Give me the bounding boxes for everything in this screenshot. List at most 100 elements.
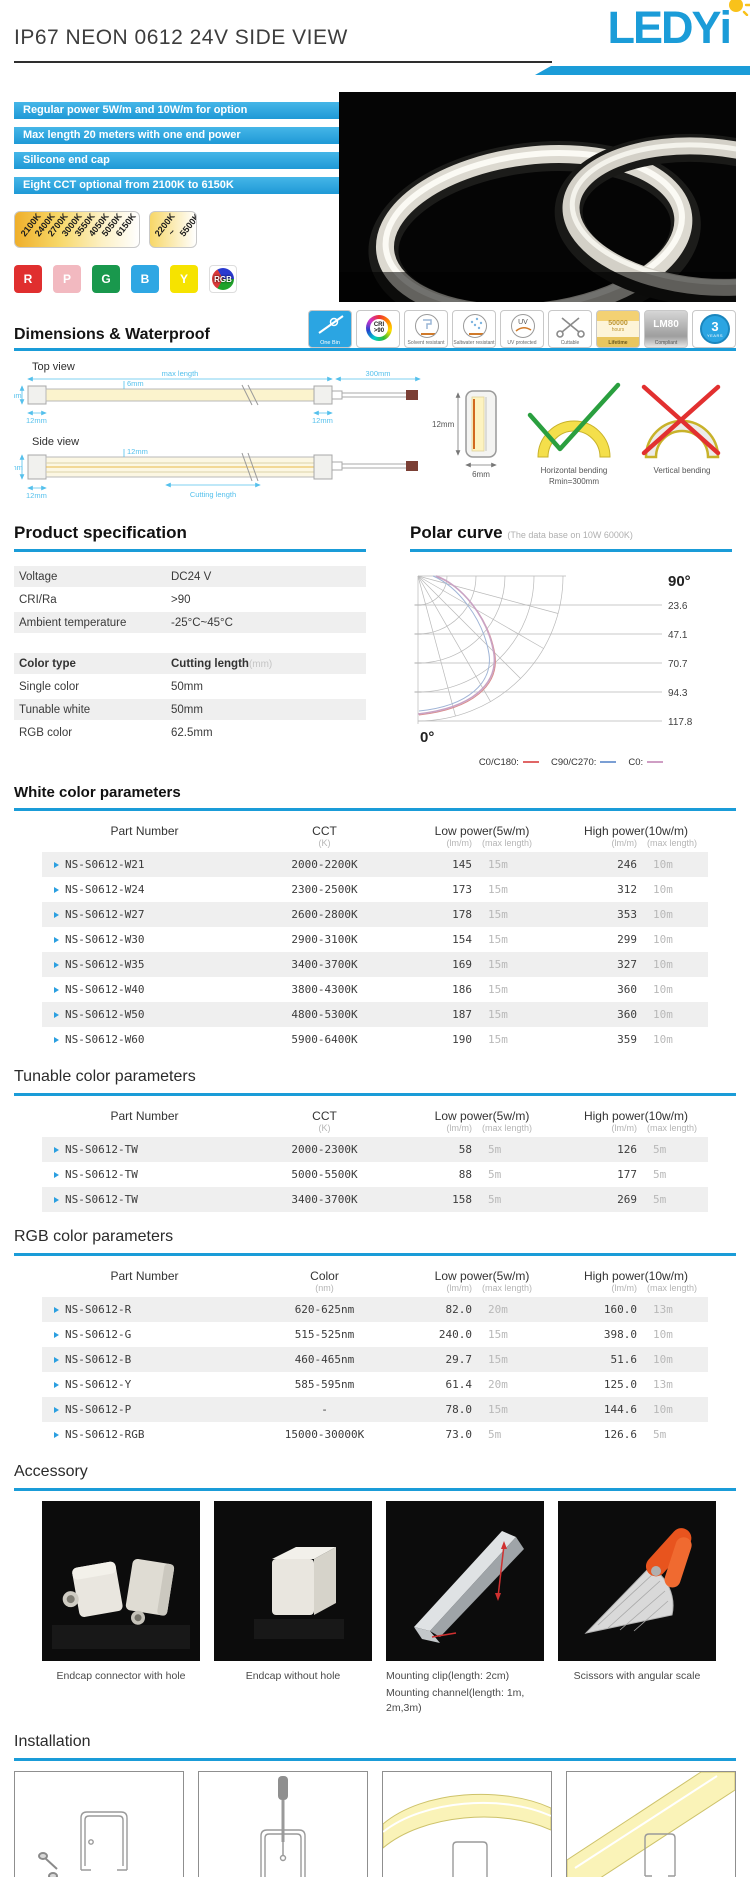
logo-letter-i: i: [719, 2, 731, 53]
logo-swoosh: [535, 66, 750, 75]
rgb-table-heading: RGB color parameters: [14, 1228, 174, 1245]
svg-text:90°: 90°: [668, 573, 691, 590]
svg-text:Cutting length: Cutting length: [190, 490, 236, 499]
table-row: NS-S0612-W30 2900-3100K 154 15m 299 10m: [42, 927, 708, 952]
table-row: NS-S0612-W21 2000-2200K 145 15m 246 10m: [42, 852, 708, 877]
spec-cutting-header: Color type Cutting length(mm): [14, 653, 366, 674]
triangle-icon: [54, 1306, 59, 1313]
accessory-section: Accessory Endcap connector with hole: [14, 1463, 736, 1717]
accessory-caption: Endcap without hole: [245, 1670, 341, 1682]
sun-icon: [729, 0, 750, 16]
cct-label: 5500K: [177, 211, 197, 238]
accessory-caption: Endcap connector with hole: [56, 1670, 186, 1682]
endcap-photo: [214, 1501, 372, 1661]
table-row: NS-S0612-W35 3400-3700K 169 15m 327 10m: [42, 952, 708, 977]
spec-row: RGB color 62.5mm: [19, 726, 213, 739]
svg-text:12mm: 12mm: [26, 491, 47, 500]
svg-text:117.8: 117.8: [668, 717, 693, 728]
svg-text:Side view: Side view: [32, 436, 79, 448]
svg-text:Top view: Top view: [32, 361, 75, 373]
white-divider: [14, 808, 736, 811]
swatch-pink: P: [53, 265, 81, 293]
svg-text:70.7: 70.7: [668, 659, 688, 670]
accessory-item: Endcap connector with hole: [42, 1501, 200, 1717]
scissors-photo: [558, 1501, 716, 1661]
triangle-icon: [54, 1171, 59, 1178]
feature-bar: Regular power 5W/m and 10W/m for option: [14, 102, 339, 119]
table-row: NS-S0612-R 620-625nm 82.0 20m 160.0 13m: [42, 1297, 708, 1322]
svg-text:47.1: 47.1: [668, 630, 688, 641]
svg-text:6mm: 6mm: [127, 379, 144, 388]
svg-text:8mm: 8mm: [14, 391, 22, 400]
product-spec-section: Product specification Voltage DC24 V CRI/…: [14, 523, 366, 768]
table-row: NS-S0612-P -78.0 15m 144.6 10m: [42, 1397, 708, 1422]
svg-text:max length: max length: [162, 369, 199, 378]
spec-row: Tunable white 50mm: [14, 699, 366, 720]
accessory-item: Endcap without hole: [214, 1501, 372, 1717]
rgb-disc-icon: [212, 268, 234, 290]
polar-curve-chart: 90° 0° 23.6 47.1 70.7 94.3 117.8: [414, 573, 693, 746]
dimension-diagrams: Top view max length 300mm 6mm 8mm 12mm 1…: [2, 357, 736, 515]
cct-label: 2100K: [18, 211, 43, 238]
installation-divider: [14, 1757, 736, 1761]
legend-item: C0/C180:: [479, 757, 539, 768]
step-illustration: 4: [566, 1770, 736, 1877]
table-row: NS-S0612-W60 5900-6400K 190 15m 359 10m: [42, 1027, 708, 1052]
cct-range-badge: 2100K 2400K 2700K 3000K 3550K 4050K 5050…: [14, 211, 140, 248]
table-header: Part Number Color (nm) Low power(5w/m) (lm…: [110, 1269, 698, 1293]
svg-text:6mm: 6mm: [472, 470, 490, 479]
swatch-blue: B: [131, 265, 159, 293]
accessory-divider: [14, 1488, 736, 1491]
legend-item: C90/C270:: [551, 757, 617, 768]
table-row: NS-S0612-Y 585-595nm 61.4 20m 125.0 13m: [42, 1372, 708, 1397]
step-illustration: 2: [198, 1770, 368, 1877]
white-table-heading: White color parameters: [14, 784, 181, 801]
step-illustration: 3: [382, 1770, 552, 1877]
triangle-icon: [54, 1356, 59, 1363]
section-dimensions-header: Dimensions & Waterproof One Bin CRI >90 S…: [14, 304, 736, 348]
accessory-heading: Accessory: [14, 1463, 88, 1480]
triangle-icon: [54, 1331, 59, 1338]
page-title: IP67 NEON 0612 24V SIDE VIEW: [14, 26, 348, 49]
triangle-icon: [54, 1381, 59, 1388]
cri90-icon: CRI >90: [356, 310, 400, 348]
header: IP67 NEON 0612 24V SIDE VIEW LEDYi: [14, 0, 750, 92]
table-row: NS-S0612-W27 2600-2800K 178 15m 353 10m: [42, 902, 708, 927]
svg-text:14mm: 14mm: [14, 463, 23, 472]
feature-bar: Silicone end cap: [14, 152, 339, 169]
tunable-table-heading: Tunable color parameters: [14, 1068, 196, 1085]
polar-curve-section: Polar curve (The data base on 10W 6000K): [410, 523, 732, 768]
svg-text:94.3: 94.3: [668, 688, 688, 699]
table-row: NS-S0612-W50 4800-5300K 187 15m 360 10m: [42, 1002, 708, 1027]
triangle-icon: [54, 886, 59, 893]
endcap-connector-photo: [42, 1501, 200, 1661]
intro-block: Regular power 5W/m and 10W/m for option …: [14, 92, 736, 302]
feature-list: Regular power 5W/m and 10W/m for option …: [14, 92, 339, 302]
rgb-color-section: RGB color parameters Part Number Color (n…: [14, 1228, 736, 1447]
svg-text:23.6: 23.6: [668, 601, 688, 612]
feature-bar: Eight CCT optional from 2100K to 6150K: [14, 177, 339, 194]
swatch-red: R: [14, 265, 42, 293]
dimensions-heading: Dimensions & Waterproof: [14, 326, 210, 343]
cct-badges: 2100K 2400K 2700K 3000K 3550K 4050K 5050…: [14, 211, 339, 248]
spec-row: Voltage DC24 V: [14, 566, 366, 587]
ledyi-logo: LEDYi: [607, 0, 750, 60]
installation-step: 4 Fix NEON strip completely into the fix…: [566, 1770, 736, 1877]
table-row: NS-S0612-TW 2000-2300K 58 5m 126 5m: [42, 1137, 708, 1162]
product-spec-heading: Product specification: [14, 523, 187, 542]
color-swatches: R P G B Y RGB: [14, 265, 339, 293]
triangle-icon: [54, 1431, 59, 1438]
triangle-icon: [54, 1036, 59, 1043]
svg-text:Horizontal bending: Horizontal bending: [541, 466, 608, 475]
neon-strip-photo-art: [339, 92, 736, 302]
accessory-caption: Mounting clip(length: 2cm): [386, 1670, 510, 1682]
lm80-icon: LM80 Compliant: [644, 310, 688, 348]
table-row: NS-S0612-G 515-525nm 240.0 15m 398.0 10m: [42, 1322, 708, 1347]
table-row: NS-S0612-W24 2300-2500K 173 15m 312 10m: [42, 877, 708, 902]
triangle-icon: [54, 986, 59, 993]
table-row: NS-S0612-B 460-465nm 29.7 15m 51.6 10m: [42, 1347, 708, 1372]
polar-divider: [410, 549, 732, 552]
lifetime-icon: 50000 hours Lifetime: [596, 310, 640, 348]
svg-text:Vertical bending: Vertical bending: [654, 466, 711, 475]
installation-heading: Installation: [14, 1732, 91, 1750]
